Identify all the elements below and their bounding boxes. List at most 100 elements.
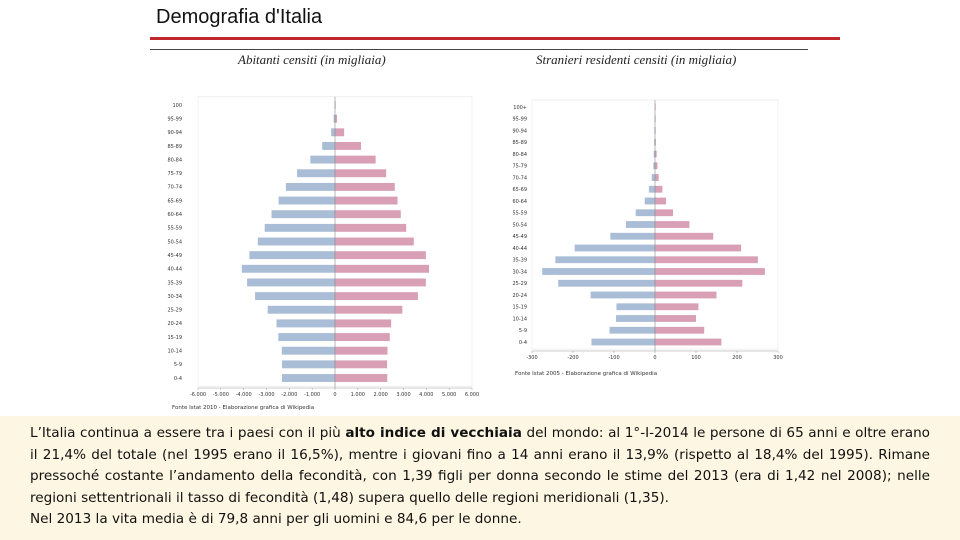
female-bar <box>655 279 743 287</box>
male-bar <box>297 169 335 178</box>
male-bar <box>555 256 655 264</box>
age-label: 75-79 <box>512 164 527 170</box>
age-label: 65-69 <box>512 187 527 193</box>
x-tick-label: -6.000 <box>190 392 206 398</box>
female-bar <box>335 251 426 260</box>
age-label: 25-29 <box>512 281 527 287</box>
male-bar <box>625 221 655 228</box>
age-label: 10-14 <box>167 349 182 355</box>
description-panel: L’Italia continua a essere tra i paesi c… <box>0 416 960 540</box>
x-tick-label: 4.000 <box>419 392 433 398</box>
age-label: 100+ <box>513 105 527 111</box>
age-label: 90-94 <box>512 128 527 134</box>
age-label: 45-49 <box>167 253 182 259</box>
x-tick-label: -4.000 <box>236 392 252 398</box>
x-tick-label: -3.000 <box>258 392 274 398</box>
male-bar <box>653 162 655 170</box>
male-bar <box>644 197 655 205</box>
age-label: 15-19 <box>167 335 182 341</box>
age-label: 0-4 <box>174 376 182 382</box>
age-label: 35-39 <box>512 258 527 264</box>
male-bar <box>333 114 335 123</box>
female-bar <box>335 169 387 178</box>
male-bar <box>574 244 655 252</box>
x-tick-label: 3.000 <box>396 392 410 398</box>
male-bar <box>651 174 655 181</box>
x-tick-label: 0 <box>653 355 656 361</box>
x-tick-label: -100 <box>608 355 619 361</box>
male-bar <box>271 210 335 219</box>
age-label: 60-64 <box>167 212 182 218</box>
female-bar <box>655 256 758 264</box>
female-bar <box>655 232 714 240</box>
chart1-title: Abitanti censiti (in migliaia) <box>238 52 386 67</box>
male-bar <box>241 264 335 273</box>
female-bar <box>335 292 418 301</box>
x-tick-label: 1.000 <box>351 392 365 398</box>
x-tick-label: -1.000 <box>304 392 320 398</box>
female-bar <box>335 319 392 328</box>
female-bar <box>335 182 395 191</box>
female-bar <box>655 303 699 311</box>
female-bar <box>655 185 663 193</box>
x-tick-label: -5.000 <box>213 392 229 398</box>
female-bar <box>335 223 407 232</box>
age-label: 80-84 <box>512 152 527 158</box>
female-bar <box>655 209 674 217</box>
highlight-old-age-index: alto indice di vecchiaia <box>345 425 522 441</box>
female-bar <box>335 114 338 123</box>
age-label: 30-34 <box>167 294 182 300</box>
description-text-a: L’Italia continua a essere tra i paesi c… <box>30 425 346 441</box>
female-bar <box>335 237 414 246</box>
female-bar <box>335 196 398 205</box>
description-text-b: del mondo: al 1°-I-2014 le persone di 65… <box>30 425 930 506</box>
female-bar <box>335 305 403 314</box>
male-bar <box>635 209 655 217</box>
female-bar <box>655 268 765 275</box>
male-bar <box>653 150 655 158</box>
male-bar <box>648 185 655 193</box>
male-bar <box>267 305 335 314</box>
chart-source: Fonte Istat 2010 - Elaborazione grafica … <box>172 405 314 411</box>
female-bar <box>655 221 690 228</box>
age-label: 100 <box>172 103 182 109</box>
female-bar <box>655 291 717 299</box>
male-bar <box>247 278 335 287</box>
slide-title: Demografia d'Italia <box>156 6 323 28</box>
female-bar <box>655 174 659 181</box>
male-bar <box>310 155 335 164</box>
male-bar <box>278 196 335 205</box>
male-bar <box>331 128 335 137</box>
age-label: 50-54 <box>167 239 182 245</box>
male-bar <box>616 315 655 322</box>
male-bar <box>590 291 655 299</box>
male-bar <box>616 303 655 311</box>
female-bar <box>655 150 657 158</box>
female-bar <box>655 138 656 146</box>
age-label: 20-24 <box>512 293 527 299</box>
chart-residents-pyramid: 100 95-99 90-94 85-89 80-84 75-79 70-74 65-69 60… <box>167 96 479 411</box>
female-bar <box>655 244 742 252</box>
chart-source: Fonte Istat 2005 - Elaborazione grafica … <box>515 371 657 377</box>
x-tick-label: -300 <box>526 355 537 361</box>
x-tick-label: 200 <box>732 355 742 361</box>
female-bar <box>655 162 658 170</box>
title-underline <box>150 37 840 40</box>
age-label: 40-44 <box>167 267 182 273</box>
description-paragraph: L’Italia continua a essere tra i paesi c… <box>30 423 930 509</box>
female-bar <box>655 315 696 322</box>
male-bar <box>610 232 655 240</box>
age-label: 40-44 <box>512 246 527 252</box>
female-bar <box>335 210 401 219</box>
x-tick-label: 100 <box>691 355 701 361</box>
female-bar <box>335 155 376 164</box>
age-label: 15-19 <box>512 305 527 311</box>
age-label: 35-39 <box>167 280 182 286</box>
x-tick-label: 6.000 <box>465 392 479 398</box>
age-label: 55-59 <box>512 211 527 217</box>
x-tick-label: 5.000 <box>442 392 456 398</box>
male-bar <box>282 374 335 382</box>
female-bar <box>335 333 390 342</box>
male-bar <box>654 127 655 134</box>
male-bar <box>558 279 655 287</box>
